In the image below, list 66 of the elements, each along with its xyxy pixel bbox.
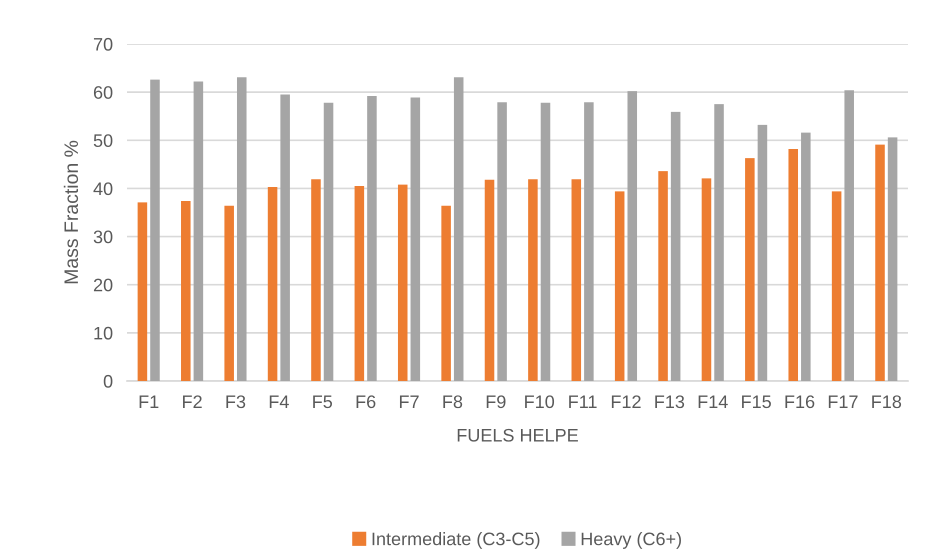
x-tick-label: F15 (742, 396, 771, 408)
legend-label: Heavy (C6+) (582, 532, 681, 549)
bar (528, 179, 538, 381)
x-tick-label: F7 (400, 396, 419, 408)
bar (670, 112, 680, 381)
x-tick-label: F5 (313, 396, 332, 408)
y-tick-label: 30 (94, 230, 112, 244)
x-tick-label: F8 (443, 395, 462, 408)
bar (410, 97, 420, 381)
bar (398, 184, 408, 381)
bar (614, 191, 624, 381)
x-tick-label: F14 (698, 396, 728, 408)
bar (758, 124, 768, 381)
x-tick-label: F17 (828, 396, 858, 408)
bar (801, 132, 811, 381)
y-tick-label: 40 (93, 182, 112, 196)
y-tick-label: 20 (94, 278, 112, 292)
legend-label: Intermediate (C3-C5) (372, 532, 540, 549)
x-tick-label: F13 (655, 395, 684, 408)
y-tick-label: 60 (94, 86, 112, 99)
bar (280, 94, 290, 381)
bar (844, 90, 854, 381)
x-tick-label: F6 (356, 395, 376, 408)
bar (224, 206, 234, 381)
bar (367, 96, 377, 381)
bar (497, 102, 507, 381)
x-tick-label: F1 (140, 396, 158, 408)
bar (788, 148, 798, 381)
x-tick-label: F18 (872, 395, 902, 408)
y-tick-label: 10 (94, 326, 112, 340)
bar (138, 202, 148, 381)
x-tick-label: F9 (486, 395, 506, 408)
x-tick-label: F11 (569, 396, 597, 408)
bar (311, 179, 321, 381)
bar (181, 200, 191, 381)
bar (150, 80, 160, 381)
x-tick-label: F4 (270, 396, 289, 408)
y-tick-label: 0 (104, 374, 112, 388)
bar (714, 104, 724, 381)
bar (441, 206, 451, 381)
bar (832, 191, 842, 381)
bar (875, 144, 885, 381)
x-tick-label: F2 (183, 395, 202, 408)
bar (702, 178, 712, 381)
y-tick-label: 50 (94, 134, 112, 148)
x-axis-title: FUELS HELPE (458, 428, 578, 442)
bar (540, 102, 550, 381)
bar (658, 171, 668, 381)
y-tick-label: 70 (94, 38, 112, 51)
bar (484, 180, 494, 381)
x-tick-label: F12 (612, 395, 641, 408)
x-tick-label: F16 (785, 395, 814, 408)
bar (354, 186, 364, 381)
bar (572, 179, 582, 381)
bar (236, 77, 247, 381)
bar (584, 102, 594, 381)
bar (454, 77, 464, 381)
bar (194, 82, 204, 381)
bar (888, 137, 898, 381)
bar (324, 102, 334, 381)
y-axis-title: Mass Fraction % (64, 140, 78, 284)
x-tick-label: F3 (226, 395, 246, 408)
bar (268, 186, 278, 381)
x-tick-label: F10 (525, 395, 554, 408)
bar (745, 158, 755, 381)
bar (627, 91, 638, 381)
